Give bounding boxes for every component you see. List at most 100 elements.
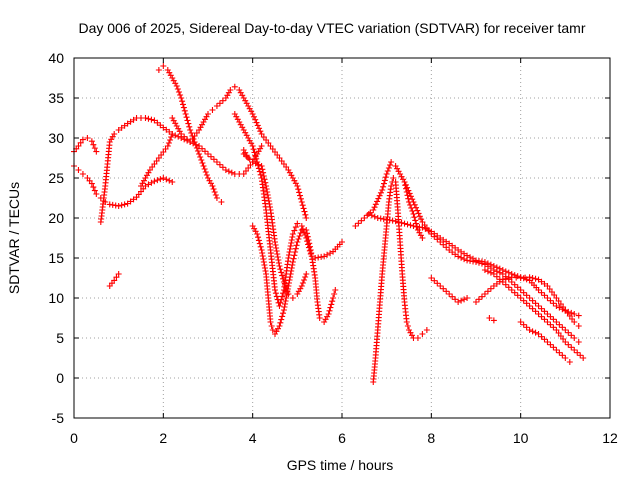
data-point-marker <box>205 175 211 181</box>
data-point-marker <box>410 199 417 205</box>
data-point-marker <box>186 123 193 130</box>
data-point-marker <box>280 279 287 285</box>
data-point-marker <box>523 292 530 299</box>
y-tick-label: 20 <box>48 210 64 226</box>
data-point-marker <box>257 145 264 152</box>
data-point-marker <box>261 176 268 183</box>
x-tick-label: 2 <box>159 430 167 446</box>
x-axis-label: GPS time / hours <box>287 457 394 473</box>
data-point-marker <box>329 298 336 305</box>
data-point-marker <box>402 181 409 188</box>
data-point-marker <box>502 275 509 282</box>
data-point-marker <box>440 285 447 292</box>
chart-title: Day 006 of 2025, Sidereal Day-to-day VTE… <box>78 20 585 36</box>
data-point-marker <box>538 333 545 340</box>
data-point-marker <box>261 265 268 271</box>
data-point-marker <box>166 177 173 184</box>
data-point-marker <box>490 317 497 324</box>
data-point-marker <box>175 125 182 132</box>
data-point-marker <box>325 311 332 317</box>
data-point-marker <box>113 274 120 281</box>
data-point-marker <box>304 230 311 237</box>
data-point-marker <box>487 269 494 276</box>
data-point-marker <box>517 287 524 293</box>
data-point-marker <box>274 251 281 257</box>
data-point-marker <box>172 80 179 87</box>
data-point-marker <box>565 329 572 336</box>
data-point-marker <box>237 121 244 128</box>
data-point-marker <box>484 268 491 275</box>
data-point-marker <box>203 172 210 178</box>
data-point-marker <box>234 116 241 123</box>
data-point-marker <box>401 179 408 185</box>
data-point-marker <box>511 289 518 296</box>
data-point-marker <box>260 173 267 179</box>
data-point-marker <box>260 256 267 262</box>
data-point-marker <box>264 192 271 198</box>
data-point-marker <box>413 204 420 211</box>
series-track-21 <box>240 147 252 161</box>
data-point-marker <box>164 143 171 149</box>
data-point-marker <box>397 171 404 177</box>
data-point-marker <box>225 168 232 175</box>
data-point-marker <box>434 280 441 287</box>
data-point-marker <box>407 222 414 229</box>
data-point-marker <box>394 165 401 172</box>
data-point-marker <box>253 155 260 162</box>
series-track-8 <box>213 83 310 221</box>
data-point-marker <box>562 355 569 361</box>
y-tick-label: 10 <box>48 290 64 306</box>
data-point-marker <box>407 193 414 200</box>
data-point-marker <box>398 173 405 180</box>
data-point-marker <box>288 240 295 246</box>
data-point-marker <box>254 122 261 129</box>
data-point-marker <box>327 304 334 311</box>
data-point-marker <box>257 243 264 250</box>
data-point-marker <box>265 195 272 201</box>
series-track-1 <box>71 135 100 155</box>
data-point-marker <box>202 148 209 155</box>
data-point-marker <box>434 236 441 243</box>
data-point-marker <box>553 319 560 325</box>
data-point-marker <box>280 307 287 313</box>
data-point-marker <box>93 191 100 197</box>
data-point-marker <box>291 177 298 184</box>
data-point-marker <box>297 195 304 202</box>
data-point-marker <box>265 198 272 204</box>
data-point-marker <box>118 202 125 209</box>
data-point-marker <box>283 295 290 301</box>
data-point-marker <box>544 319 551 325</box>
data-point-marker <box>289 262 296 268</box>
data-point-marker <box>423 327 430 333</box>
data-point-marker <box>242 149 249 156</box>
data-point-marker <box>371 213 378 220</box>
data-point-marker <box>170 117 177 124</box>
data-point-marker <box>291 252 298 259</box>
data-point-marker <box>275 257 282 263</box>
data-point-marker <box>283 292 290 298</box>
data-point-marker <box>446 291 453 297</box>
data-point-marker <box>529 305 536 312</box>
data-point-marker <box>384 168 391 174</box>
data-point-marker <box>332 287 339 293</box>
data-point-marker <box>529 328 536 335</box>
data-point-marker <box>390 175 397 181</box>
data-point-marker <box>201 166 208 172</box>
data-point-marker <box>296 233 303 239</box>
y-tick-label: -5 <box>52 410 65 426</box>
data-point-marker <box>185 120 192 127</box>
data-point-marker <box>370 207 377 213</box>
data-point-marker <box>173 83 180 89</box>
data-point-marker <box>277 266 284 273</box>
data-point-marker <box>145 115 152 122</box>
data-point-marker <box>178 95 185 101</box>
data-point-marker <box>511 281 518 288</box>
data-point-marker <box>566 359 573 365</box>
data-point-marker <box>371 204 378 211</box>
data-point-marker <box>209 107 216 113</box>
data-point-marker <box>541 308 548 315</box>
data-point-marker <box>556 321 563 328</box>
data-point-marker <box>437 283 444 289</box>
data-point-marker <box>562 327 569 333</box>
